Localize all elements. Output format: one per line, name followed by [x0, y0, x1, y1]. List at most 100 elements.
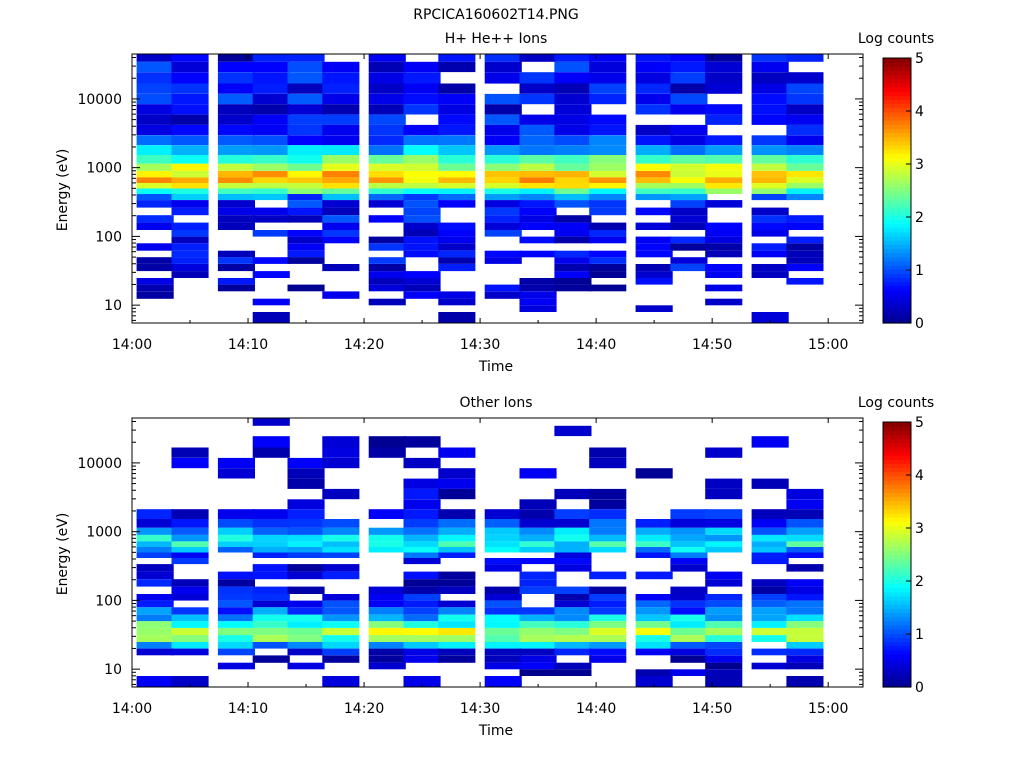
heatmap-cell [589, 648, 627, 656]
panel-other-ions: Other Ions Energy (eV) Time Log counts 1… [55, 395, 934, 739]
heatmap-cell [217, 155, 255, 164]
heatmap-cell [786, 648, 824, 656]
heatmap-cell [786, 104, 824, 115]
x-tick-label: 14:20 [344, 701, 384, 717]
heatmap-cell [287, 457, 325, 469]
heatmap-cell [484, 519, 522, 528]
heatmap-cell [322, 607, 360, 615]
heatmap-cell [252, 177, 290, 183]
heatmap-cell [322, 171, 360, 178]
heatmap-cell [786, 171, 824, 178]
heatmap-cell [519, 579, 557, 587]
heatmap-cell [217, 171, 255, 178]
heatmap-cell [589, 284, 627, 292]
heatmap-cell [554, 93, 592, 105]
heatmap-cell [670, 207, 708, 216]
heatmap-cell [554, 509, 592, 519]
y-tick-label: 10 [104, 662, 122, 678]
heatmap-cell [670, 54, 708, 62]
heatmap-cell [589, 586, 627, 594]
heatmap-cell [252, 171, 290, 178]
colorbar-segment [883, 488, 911, 493]
heatmap-cell [136, 215, 174, 223]
heatmap-cell [705, 478, 743, 489]
heatmap-cell [554, 250, 592, 258]
heatmap-cell [670, 135, 708, 146]
heatmap-cell [786, 628, 824, 636]
heatmap-cell [670, 171, 708, 178]
heatmap-cell [368, 298, 406, 306]
heatmap-cell [484, 194, 522, 201]
heatmap-cell [519, 163, 557, 171]
heatmap-cell [287, 215, 325, 223]
heatmap-cell [705, 571, 743, 580]
heatmap-cell [438, 54, 476, 62]
heatmap-cell [635, 594, 673, 601]
heatmap-cell [438, 243, 476, 251]
heatmap-cell [368, 535, 406, 542]
heatmap-cell [438, 547, 476, 553]
heatmap-cell [438, 579, 476, 587]
heatmap-cell [287, 509, 325, 519]
colorbar-segment [883, 459, 911, 465]
heatmap-cell [287, 250, 325, 258]
heatmap-cell [519, 648, 557, 656]
heatmap-cell [217, 194, 255, 201]
heatmap-cell [368, 61, 406, 73]
heatmap-cell [171, 607, 209, 615]
colorbar-segment [883, 318, 911, 324]
heatmap-cell [786, 183, 824, 189]
colorbar-segment [883, 178, 911, 183]
heatmap-cell [670, 648, 708, 656]
heatmap-cell [217, 114, 255, 125]
heatmap-cell [287, 600, 325, 608]
heatmap-cell [217, 600, 255, 608]
colorbar-segment [883, 471, 911, 477]
heatmap-cell [786, 93, 824, 105]
heatmap-cell [136, 291, 174, 299]
colorbar-segment [883, 587, 911, 593]
heatmap-cell [589, 257, 627, 264]
x-tick-label: 14:40 [576, 701, 616, 717]
heatmap-cell [438, 312, 476, 323]
heatmap-cell [484, 177, 522, 183]
heatmap-cell [635, 552, 673, 558]
heatmap-cell [322, 83, 360, 94]
heatmap-cell [554, 257, 592, 264]
heatmap-cell [635, 607, 673, 615]
heatmap-cell [438, 527, 476, 535]
heatmap-cell [403, 488, 441, 500]
colorbar-segment [883, 658, 911, 663]
heatmap-cell [368, 547, 406, 553]
heatmap-cell [252, 607, 290, 615]
colorbar-segment [883, 521, 911, 527]
heatmap-cell [554, 586, 592, 594]
heatmap-cell [217, 607, 255, 615]
heatmap-cell [635, 124, 673, 136]
heatmap-cell [519, 499, 557, 510]
heatmap-cell [705, 284, 743, 292]
heatmap-cell [438, 145, 476, 155]
heatmap-cell [635, 519, 673, 528]
heatmap-cell [786, 114, 824, 125]
heatmap-cell [217, 278, 255, 285]
heatmap-cell [403, 621, 441, 628]
heatmap-cell [635, 614, 673, 622]
heatmap-cell [368, 600, 406, 608]
colorbar-segment [883, 58, 911, 63]
heatmap-cell [705, 243, 743, 251]
heatmap-cell [403, 586, 441, 594]
heatmap-cell [252, 145, 290, 155]
colorbar-segment [883, 562, 911, 568]
heatmap-cell [171, 642, 209, 649]
heatmap-cell [217, 468, 255, 479]
heatmap-cell [322, 215, 360, 223]
heatmap-cell [403, 579, 441, 587]
heatmap-cell [252, 61, 290, 73]
heatmap-cell [635, 305, 673, 312]
heatmap-cell [751, 183, 789, 189]
heatmap-cell [403, 83, 441, 94]
colorbar-tick-label: 4 [915, 104, 924, 120]
heatmap-cell [705, 509, 743, 519]
colorbar-segment [883, 265, 911, 270]
